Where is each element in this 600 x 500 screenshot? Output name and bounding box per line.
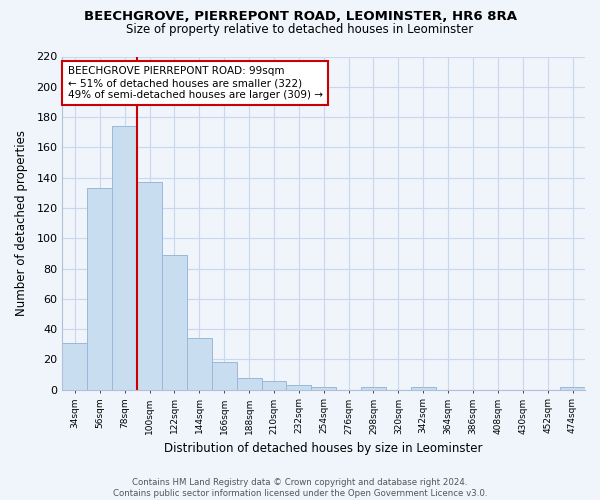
Bar	[311, 386, 336, 390]
Text: BEECHGROVE, PIERREPONT ROAD, LEOMINSTER, HR6 8RA: BEECHGROVE, PIERREPONT ROAD, LEOMINSTER,…	[83, 10, 517, 23]
Text: Contains HM Land Registry data © Crown copyright and database right 2024.
Contai: Contains HM Land Registry data © Crown c…	[113, 478, 487, 498]
Bar	[62, 342, 88, 390]
Bar	[286, 385, 311, 390]
Bar	[262, 380, 286, 390]
Bar	[88, 188, 112, 390]
Y-axis label: Number of detached properties: Number of detached properties	[15, 130, 28, 316]
Bar	[236, 378, 262, 390]
Bar	[162, 255, 187, 390]
X-axis label: Distribution of detached houses by size in Leominster: Distribution of detached houses by size …	[164, 442, 483, 455]
Bar	[361, 386, 386, 390]
Text: Size of property relative to detached houses in Leominster: Size of property relative to detached ho…	[127, 22, 473, 36]
Text: BEECHGROVE PIERREPONT ROAD: 99sqm
← 51% of detached houses are smaller (322)
49%: BEECHGROVE PIERREPONT ROAD: 99sqm ← 51% …	[68, 66, 323, 100]
Bar	[137, 182, 162, 390]
Bar	[411, 386, 436, 390]
Bar	[560, 386, 585, 390]
Bar	[187, 338, 212, 390]
Bar	[212, 362, 236, 390]
Bar	[112, 126, 137, 390]
